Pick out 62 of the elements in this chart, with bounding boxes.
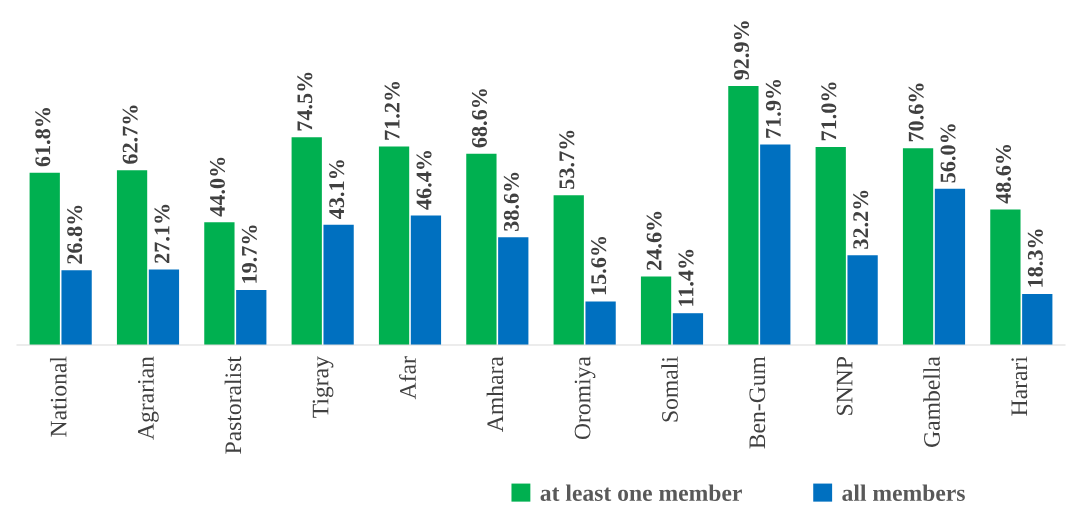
data-label: 48.6% [995, 144, 1012, 204]
data-label: 19.7% [241, 225, 257, 283]
bar [148, 269, 180, 345]
data-label: 43.1% [329, 160, 345, 219]
bar [934, 188, 966, 345]
data-label: 53.7% [559, 130, 575, 189]
data-label: 27.1% [154, 204, 170, 263]
bar [815, 147, 846, 345]
x-tick-label: Oromiya [574, 356, 596, 440]
data-label: 70.6% [908, 83, 924, 142]
bar [236, 290, 267, 345]
bar [116, 170, 148, 345]
data-label: 11.4% [678, 249, 694, 306]
x-tick-label: Ben-Gum [749, 356, 766, 449]
legend-label: all members [842, 484, 965, 502]
x-tick-label: Agrarian [137, 356, 159, 440]
x-tick-label: Afar [399, 356, 416, 400]
data-label: 46.4% [416, 151, 432, 210]
bar [728, 85, 759, 345]
bar [847, 255, 878, 345]
bar [585, 301, 616, 345]
bar [323, 224, 354, 345]
data-label: 74.5% [297, 72, 313, 131]
x-tick-label: National [49, 356, 67, 437]
bar [61, 270, 92, 345]
data-label: 18.3% [1027, 229, 1043, 287]
data-label: 71.0% [821, 82, 837, 141]
bar [498, 237, 529, 345]
data-label: 32.2% [853, 190, 869, 249]
bar [410, 215, 442, 345]
bar [204, 222, 235, 345]
x-tick-label: SNNP [836, 357, 853, 415]
data-label: 62.7% [122, 105, 138, 164]
data-label: 68.6% [471, 89, 488, 148]
data-label: 92.9% [733, 21, 750, 80]
x-tick-label: Somali [661, 356, 678, 422]
data-label: 56.0% [940, 124, 956, 183]
bar [291, 137, 322, 345]
bar [760, 144, 791, 345]
data-label: 15.6% [591, 236, 607, 295]
legend-label: at least one member [540, 484, 742, 502]
bar [640, 276, 672, 345]
bar [1022, 293, 1053, 345]
data-label: 71.9% [765, 79, 781, 138]
bar [553, 195, 584, 345]
x-tick-label: Amhara [486, 356, 504, 432]
x-tick-label: Tigray [312, 356, 334, 418]
bar [990, 209, 1021, 345]
data-label: 61.8% [35, 108, 51, 167]
x-tick-label: Pastoralist [224, 356, 242, 454]
bar [29, 172, 60, 345]
bar [466, 153, 497, 345]
data-label: 38.6% [503, 172, 519, 231]
bar [378, 146, 410, 345]
bar [902, 148, 934, 345]
x-tick-label: Harari [1011, 356, 1028, 416]
data-label: 44.0% [209, 157, 226, 217]
data-label: 24.6% [646, 211, 662, 270]
data-label: 26.8% [67, 205, 83, 264]
data-label: 71.2% [384, 81, 400, 140]
x-tick-label: Gambella [923, 356, 940, 447]
bar [672, 313, 704, 345]
